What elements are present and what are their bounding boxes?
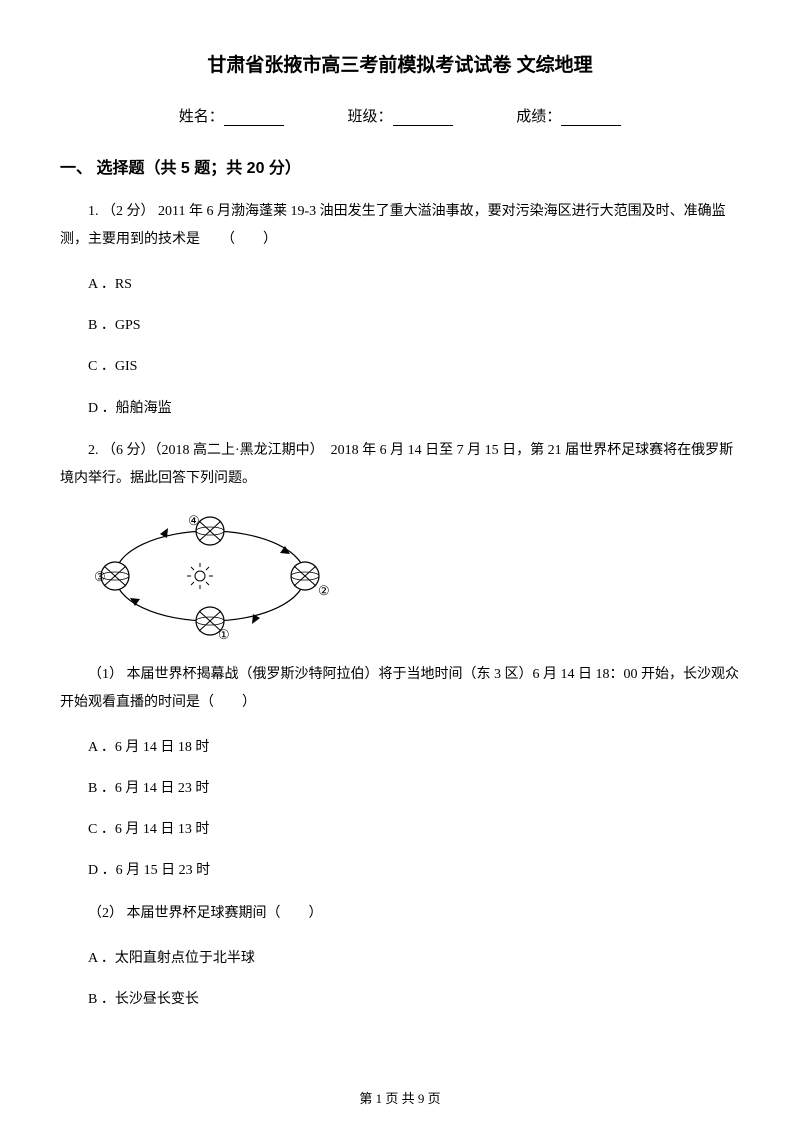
score-field: 成绩：	[516, 105, 621, 126]
name-blank[interactable]	[224, 112, 284, 126]
q1-option-d: D ．船舶海监	[60, 396, 740, 421]
q2-sub2-a: A ．太阳直射点位于北半球	[60, 946, 740, 971]
class-label: 班级：	[347, 109, 392, 125]
q2-sub2-b: B ．长沙昼长变长	[60, 987, 740, 1012]
q1-option-b: B ．GPS	[60, 313, 740, 338]
q2-sub1-b: B ．6 月 14 日 23 时	[60, 776, 740, 801]
q2-sub1-a: A ．6 月 14 日 18 时	[60, 735, 740, 760]
label-3: ③	[94, 569, 106, 584]
name-label: 姓名：	[179, 109, 224, 125]
q2-text: 2. （6 分）（2018 高二上·黑龙江期中） 2018 年 6 月 14 日…	[60, 437, 740, 493]
q2-sub1-c: C ．6 月 14 日 13 时	[60, 817, 740, 842]
q1-text: 1. （2 分） 2011 年 6 月渤海蓬莱 19-3 油田发生了重大溢油事故…	[60, 198, 740, 254]
score-label: 成绩：	[516, 109, 561, 125]
score-blank[interactable]	[561, 112, 621, 126]
q1-option-a: A ．RS	[60, 272, 740, 297]
page-title: 甘肃省张掖市高三考前模拟考试试卷 文综地理	[60, 50, 740, 77]
name-field: 姓名：	[179, 105, 284, 126]
q2-sub1-d: D ．6 月 15 日 23 时	[60, 858, 740, 883]
class-field: 班级：	[347, 105, 452, 126]
section-header: 一、 选择题（共 5 题；共 20 分）	[60, 154, 740, 178]
globe-top	[196, 517, 224, 545]
q2-sub2: （2） 本届世界杯足球赛期间（ ）	[60, 900, 740, 928]
orbit-svg: ③ ④ ① ②	[90, 511, 330, 641]
page-footer: 第 1 页 共 9 页	[0, 1088, 800, 1107]
q2-sub1: （1） 本届世界杯揭幕战（俄罗斯沙特阿拉伯）将于当地时间（东 3 区）6 月 1…	[60, 661, 740, 717]
info-row: 姓名： 班级： 成绩：	[60, 105, 740, 126]
sun-icon	[187, 563, 213, 589]
orbit-diagram: ③ ④ ① ②	[90, 511, 330, 641]
class-blank[interactable]	[393, 112, 453, 126]
globe-right	[291, 562, 319, 590]
label-2: ②	[318, 583, 330, 598]
label-4: ④	[188, 513, 200, 528]
label-1: ①	[218, 627, 230, 641]
q1-option-c: C ．GIS	[60, 354, 740, 379]
